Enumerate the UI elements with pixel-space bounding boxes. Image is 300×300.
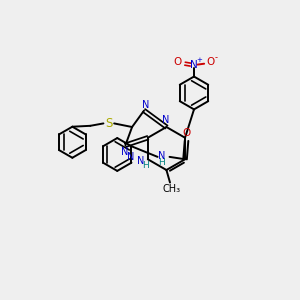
Text: N: N (162, 116, 169, 125)
Text: +: + (196, 56, 202, 62)
Text: S: S (105, 117, 112, 130)
Text: -: - (214, 53, 218, 62)
Text: N: N (158, 151, 165, 161)
Text: N: N (127, 152, 135, 162)
Text: H: H (158, 158, 165, 167)
Text: O: O (206, 57, 214, 67)
Text: O: O (174, 57, 182, 67)
Text: CH₃: CH₃ (162, 184, 181, 194)
Text: N: N (190, 60, 198, 70)
Text: N: N (137, 156, 144, 166)
Text: N: N (121, 147, 128, 157)
Text: N: N (142, 100, 149, 110)
Text: H: H (142, 161, 149, 170)
Text: O: O (182, 128, 191, 138)
